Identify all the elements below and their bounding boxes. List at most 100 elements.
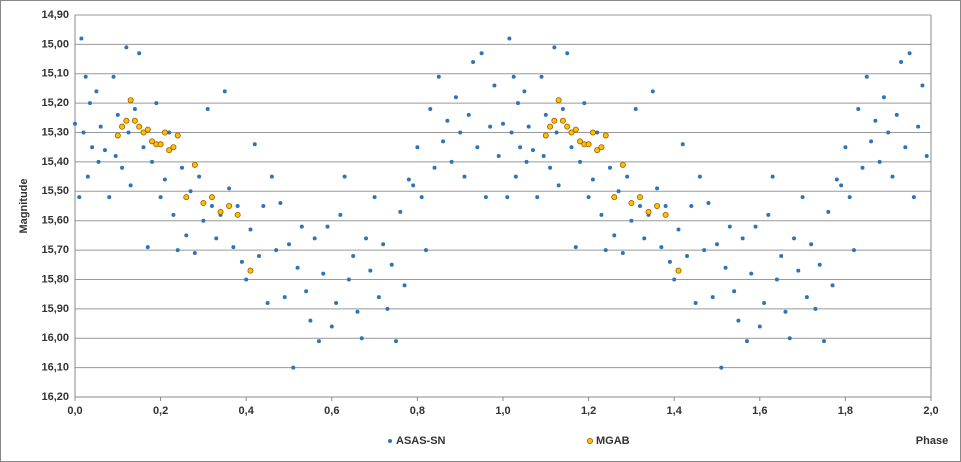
x-tick-label: 0,8 — [410, 405, 425, 417]
data-point — [83, 74, 88, 79]
data-point — [770, 174, 775, 179]
data-point — [188, 189, 193, 194]
data-point — [170, 144, 177, 151]
data-point — [749, 271, 754, 276]
data-point — [428, 107, 433, 112]
data-point — [453, 95, 458, 100]
data-point — [548, 165, 553, 170]
data-point — [552, 45, 557, 50]
data-point — [252, 142, 257, 147]
data-point — [569, 145, 574, 150]
data-point — [507, 36, 512, 41]
data-point — [894, 112, 899, 117]
data-point — [197, 174, 202, 179]
data-point — [269, 174, 274, 179]
data-point — [415, 145, 420, 150]
data-point — [462, 174, 467, 179]
data-point — [637, 204, 642, 208]
y-tick-label: 15,10 — [41, 68, 69, 80]
data-point — [753, 224, 758, 229]
data-point — [642, 236, 647, 241]
data-point — [526, 124, 531, 129]
data-point — [702, 248, 707, 253]
data-point — [663, 204, 668, 208]
data-point — [899, 60, 904, 65]
data-point — [183, 194, 190, 201]
y-tick-label: 15,00 — [41, 38, 69, 50]
data-point — [282, 295, 287, 300]
data-point — [744, 339, 749, 344]
data-point — [843, 145, 848, 150]
data-point — [697, 174, 702, 179]
data-point — [162, 177, 167, 182]
data-point — [329, 324, 334, 329]
data-point — [599, 212, 604, 217]
data-point — [539, 74, 544, 79]
data-point — [364, 236, 369, 241]
data-point — [321, 271, 326, 276]
data-point — [214, 236, 219, 241]
data-point — [77, 195, 82, 200]
data-point — [509, 130, 514, 135]
data-point — [120, 165, 125, 170]
data-point — [98, 124, 103, 129]
data-point — [659, 245, 664, 250]
data-point — [766, 212, 771, 217]
data-point — [158, 195, 163, 200]
data-point — [685, 253, 690, 258]
data-point — [287, 242, 291, 247]
data-point — [411, 183, 416, 188]
data-point — [813, 306, 818, 311]
y-tick-label: 15,60 — [41, 215, 69, 227]
data-point — [123, 117, 130, 124]
data-point — [603, 248, 608, 253]
data-point — [860, 165, 865, 170]
data-point — [602, 132, 609, 139]
data-point — [174, 132, 181, 139]
data-point — [445, 118, 450, 123]
data-point — [127, 97, 134, 104]
data-point — [235, 204, 240, 208]
data-point — [167, 130, 172, 135]
data-point — [822, 339, 826, 344]
data-point — [689, 204, 694, 208]
data-point — [518, 145, 523, 150]
x-tick-label: 1,0 — [495, 405, 510, 417]
y-tick-label: 15,40 — [41, 156, 69, 168]
data-point — [628, 200, 635, 207]
data-point — [115, 112, 120, 117]
data-point — [578, 159, 583, 164]
data-point — [376, 295, 381, 300]
data-point — [79, 36, 84, 41]
data-point — [402, 283, 407, 288]
data-point — [851, 248, 856, 253]
data-point — [175, 248, 180, 253]
data-point — [629, 218, 634, 223]
data-point — [312, 236, 317, 241]
data-point — [710, 295, 715, 300]
data-point — [171, 212, 176, 217]
data-point — [191, 161, 198, 168]
data-point — [137, 51, 142, 56]
data-point — [676, 227, 681, 232]
data-point — [757, 324, 762, 329]
data-point — [560, 107, 565, 112]
data-point — [719, 365, 724, 370]
data-point — [111, 74, 116, 79]
data-point — [796, 268, 801, 273]
data-point — [573, 245, 578, 250]
data-point — [740, 236, 745, 241]
data-point — [650, 89, 655, 94]
data-point — [308, 318, 313, 323]
data-point — [693, 300, 698, 305]
legend-label: MGAB — [596, 435, 630, 447]
y-tick-label: 15,30 — [41, 126, 69, 138]
data-point — [145, 245, 150, 250]
data-point — [131, 117, 138, 124]
data-point — [166, 147, 173, 154]
data-point — [475, 145, 480, 150]
data-point — [419, 195, 424, 200]
data-point — [920, 83, 925, 88]
x-tick-label: 1,4 — [667, 405, 683, 417]
data-point — [800, 195, 805, 200]
